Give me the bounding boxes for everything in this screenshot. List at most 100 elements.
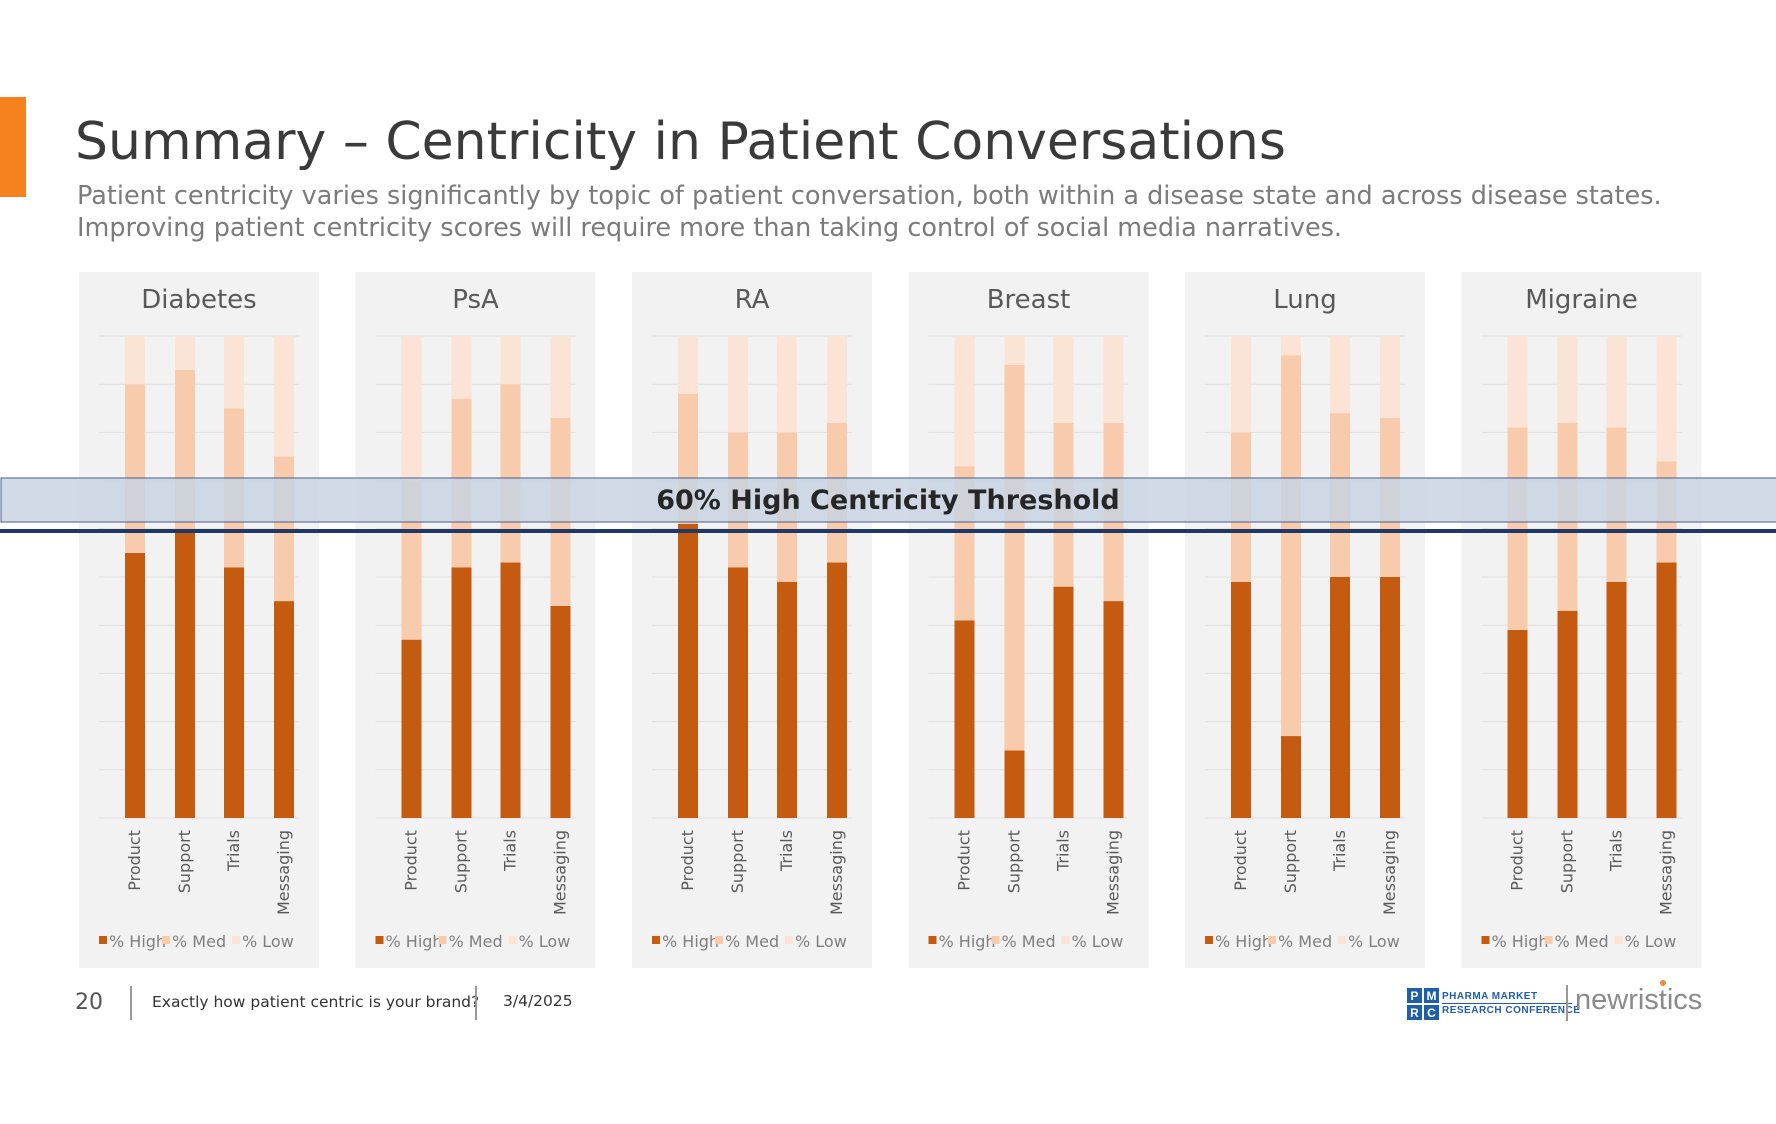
- legend-label: % High: [1215, 932, 1272, 951]
- pmrc-letter: P: [1407, 988, 1422, 1003]
- bar-med-product: [1507, 427, 1528, 631]
- chart-legend: % High % Med % Low: [99, 932, 294, 951]
- subtitle-line-2: Improving patient centricity scores will…: [77, 213, 1343, 243]
- legend-swatch: [232, 936, 240, 944]
- bar-high-product: [678, 523, 698, 818]
- legend-label: % High: [662, 932, 719, 951]
- x-tick-label: Messaging: [551, 830, 570, 915]
- x-tick-label: Trials: [1330, 830, 1349, 872]
- x-tick-label: Messaging: [827, 830, 846, 915]
- threshold-band: [0, 477, 1776, 523]
- x-tick-label: Support: [1558, 830, 1577, 893]
- bar-high-support: [175, 528, 195, 818]
- legend-label: % High: [386, 932, 443, 951]
- newristics-logo-dot: [1660, 980, 1666, 986]
- x-tick-label: Support: [175, 830, 194, 893]
- bar-low-trials: [500, 336, 521, 385]
- legend-label: % Low: [519, 932, 571, 951]
- bar-low-support: [1557, 336, 1578, 423]
- x-tick-label: Product: [402, 830, 421, 891]
- footer-date: 3/4/2025: [503, 992, 573, 1010]
- chart-panel-migraine: Migraine Product Support Trials Messaging % H…: [1461, 272, 1702, 968]
- pmrc-letter: M: [1424, 988, 1439, 1003]
- bar-low-messaging: [1380, 336, 1400, 418]
- legend-label: % Low: [1072, 932, 1124, 951]
- bar-high-product: [401, 639, 422, 818]
- x-tick-label: Trials: [777, 830, 796, 872]
- chart-title: Diabetes: [141, 285, 256, 315]
- legend-swatch: [508, 936, 517, 944]
- bar-high-messaging: [550, 605, 571, 818]
- bar-low-product: [401, 336, 422, 481]
- chart-legend: % High % Med % Low: [652, 932, 847, 951]
- legend-label: % Low: [242, 932, 294, 951]
- footer-divider: [475, 986, 477, 1020]
- subtitle-line-1: Patient centricity varies significantly …: [77, 181, 1662, 211]
- x-tick-label: Messaging: [274, 830, 293, 915]
- legend-swatch: [1481, 936, 1490, 944]
- bar-high-trials: [224, 567, 244, 818]
- threshold-label: 60% High Centricity Threshold: [656, 485, 1120, 516]
- chart-legend: % High % Med % Low: [928, 932, 1124, 951]
- legend-swatch: [162, 936, 170, 944]
- chart-title: RA: [735, 285, 770, 315]
- chart-legend: % High % Med % Low: [1205, 932, 1400, 951]
- legend-swatch: [715, 936, 723, 944]
- x-tick-label: Support: [452, 830, 471, 893]
- x-tick-label: Product: [125, 830, 144, 891]
- x-tick-label: Trials: [1607, 830, 1626, 872]
- bar-low-trials: [224, 336, 244, 409]
- legend-swatch: [1061, 936, 1070, 944]
- pmrc-logo: P M R C Pharma Market Research Conferenc…: [1407, 986, 1580, 1022]
- x-tick-label: Trials: [1054, 830, 1073, 872]
- bar-high-trials: [1053, 586, 1074, 818]
- legend-swatch: [928, 936, 937, 944]
- legend-swatch: [1338, 936, 1346, 944]
- slide-title: Summary – Centricity in Patient Conversa…: [75, 112, 1286, 172]
- bar-low-trials: [1606, 336, 1627, 428]
- x-tick-label: Product: [1231, 830, 1250, 891]
- bar-low-product: [125, 336, 145, 385]
- legend-label: % Med: [1002, 932, 1056, 951]
- legend-swatch: [1614, 936, 1623, 944]
- pmrc-line-1: Pharma Market: [1442, 990, 1572, 1004]
- bar-low-product: [1231, 336, 1251, 433]
- bar-high-trials: [1606, 581, 1627, 818]
- bar-high-trials: [777, 581, 797, 818]
- bar-high-messaging: [827, 562, 847, 818]
- pmrc-letter: R: [1407, 1005, 1422, 1020]
- pmrc-logo-mark: P M R C: [1407, 988, 1439, 1020]
- bar-high-product: [954, 620, 975, 818]
- chart-title: Lung: [1273, 285, 1337, 315]
- chart-panel-breast: Breast Product Support Trials Messaging % Hig…: [908, 272, 1149, 968]
- legend-label: % Med: [172, 932, 226, 951]
- bar-low-trials: [777, 336, 797, 433]
- pmrc-logo-text: Pharma Market Research Conference: [1442, 990, 1580, 1017]
- footer-divider: [130, 986, 132, 1020]
- bar-high-support: [728, 567, 748, 818]
- bar-low-trials: [1330, 336, 1350, 414]
- bar-low-trials: [1053, 336, 1074, 423]
- pmrc-letter: C: [1424, 1005, 1439, 1020]
- chart-panel-ra: RA Product Support Trials Messaging % High % M…: [632, 272, 872, 968]
- bar-high-product: [125, 552, 145, 818]
- x-tick-label: Trials: [501, 830, 520, 872]
- bar-high-support: [1557, 610, 1578, 818]
- bar-low-messaging: [274, 336, 294, 457]
- x-tick-label: Messaging: [1104, 830, 1123, 915]
- bar-low-messaging: [550, 336, 571, 418]
- bar-low-messaging: [1103, 336, 1124, 423]
- legend-label: % Low: [1625, 932, 1677, 951]
- bar-med-support: [1281, 355, 1301, 737]
- legend-swatch: [375, 936, 384, 944]
- x-tick-label: Product: [678, 830, 697, 891]
- x-tick-label: Trials: [224, 830, 243, 872]
- legend-swatch: [652, 936, 660, 944]
- chart-panel-diabetes: Diabetes Product Support Trials Messaging % H…: [79, 272, 319, 968]
- legend-label: % High: [1492, 932, 1549, 951]
- bar-high-messaging: [274, 601, 294, 818]
- x-tick-label: Support: [728, 830, 747, 893]
- legend-label: % Low: [1348, 932, 1400, 951]
- title-accent-bar: [0, 97, 26, 197]
